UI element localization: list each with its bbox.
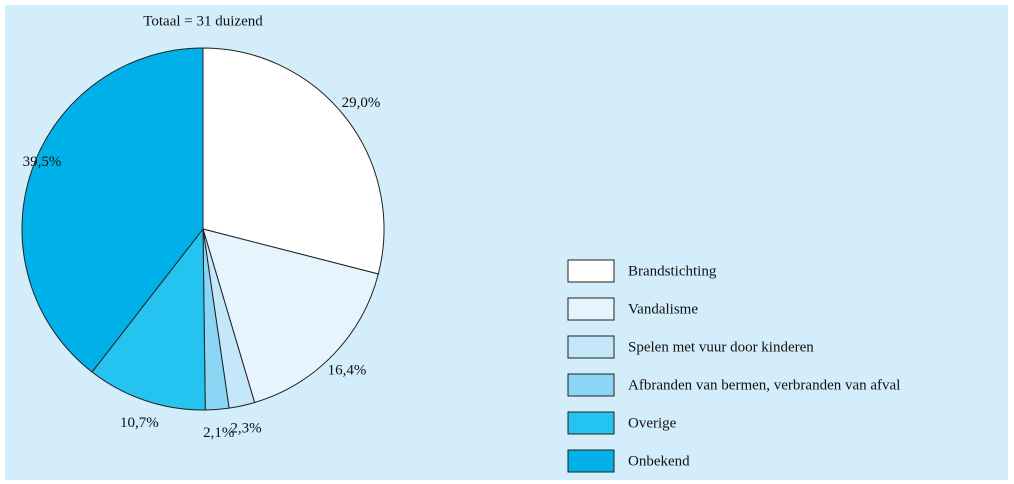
slice-label: 2,1% bbox=[203, 425, 234, 441]
legend-swatch bbox=[567, 411, 615, 435]
legend-label: Overige bbox=[628, 415, 677, 431]
slice-label: 2,3% bbox=[230, 421, 261, 437]
pie-slice bbox=[91, 227, 206, 411]
pie-slice bbox=[21, 47, 204, 373]
legend-label: Afbranden van bermen, verbranden van afv… bbox=[628, 377, 900, 393]
legend-swatch bbox=[567, 449, 615, 473]
legend-swatch bbox=[567, 297, 615, 321]
legend-swatch bbox=[567, 373, 615, 397]
slice-label: 10,7% bbox=[120, 415, 159, 431]
legend-label: Spelen met vuur door kinderen bbox=[628, 339, 814, 355]
slice-label: 29,0% bbox=[342, 95, 381, 111]
slice-label: 39,5% bbox=[23, 154, 62, 170]
chart-title: Totaal = 31 duizend bbox=[143, 13, 263, 29]
legend-label: Brandstichting bbox=[628, 263, 717, 279]
legend-label: Onbekend bbox=[628, 453, 690, 469]
legend-label: Vandalisme bbox=[628, 301, 698, 317]
pie-slice bbox=[202, 228, 379, 404]
legend-swatch bbox=[567, 335, 615, 359]
slice-label: 16,4% bbox=[328, 363, 367, 379]
legend-swatch bbox=[567, 259, 615, 283]
pie-slice bbox=[202, 47, 385, 275]
